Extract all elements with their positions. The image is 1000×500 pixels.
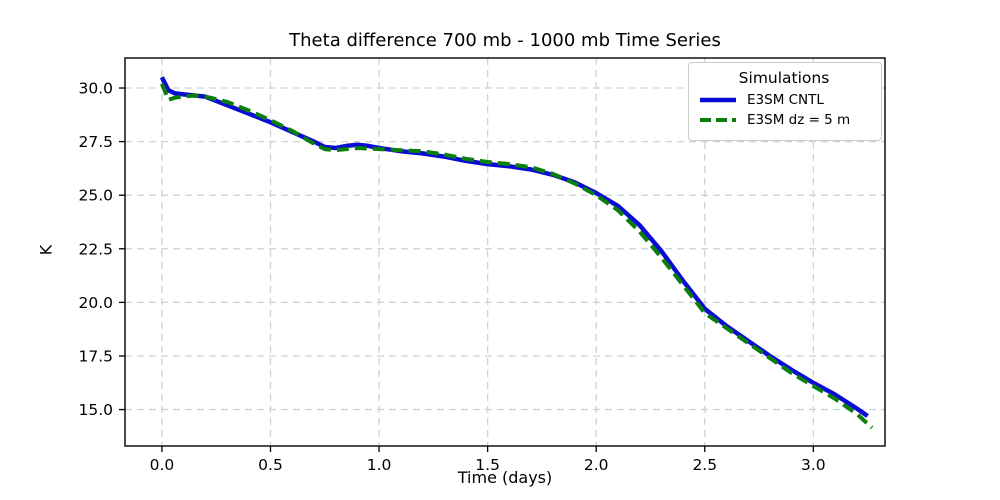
legend-line-sample-cntl	[700, 97, 736, 103]
y-tick-label: 20.0	[78, 294, 113, 312]
y-tick-label: 15.0	[78, 401, 113, 419]
x-tick-label: 2.5	[692, 456, 717, 474]
legend-line-sample-dz5	[700, 118, 736, 122]
series-line-e3sm-cntl	[159, 76, 869, 418]
x-tick-label: 1.5	[475, 456, 500, 474]
y-axis-label: K	[36, 244, 56, 256]
y-tick-label: 27.5	[78, 133, 113, 151]
x-axis-label: Time (days)	[457, 468, 553, 487]
legend-item-e3sm-dz5: E3SM dz = 5 m	[699, 112, 869, 128]
legend-label-cntl: E3SM CNTL	[747, 92, 824, 108]
legend: Simulations E3SM CNTL E3SM dz = 5 m	[688, 62, 882, 141]
y-tick-label: 22.5	[78, 240, 113, 258]
series-line-e3sm-dz5	[160, 82, 874, 430]
x-tick-label: 0.0	[150, 456, 175, 474]
y-tick-label: 25.0	[78, 187, 113, 205]
y-tick-label: 30.0	[78, 80, 113, 98]
y-tick-label: 17.5	[78, 347, 113, 365]
plot-border	[124, 57, 886, 447]
chart-title: Theta difference 700 mb - 1000 mb Time S…	[289, 30, 721, 51]
legend-label-dz5: E3SM dz = 5 m	[747, 112, 851, 128]
legend-title: Simulations	[738, 69, 830, 87]
x-tick-label: 3.0	[801, 456, 826, 474]
x-tick-label: 1.0	[367, 456, 392, 474]
x-tick-label: 0.5	[258, 456, 283, 474]
legend-item-e3sm-cntl: E3SM CNTL	[699, 92, 869, 108]
x-tick-label: 2.0	[584, 456, 609, 474]
